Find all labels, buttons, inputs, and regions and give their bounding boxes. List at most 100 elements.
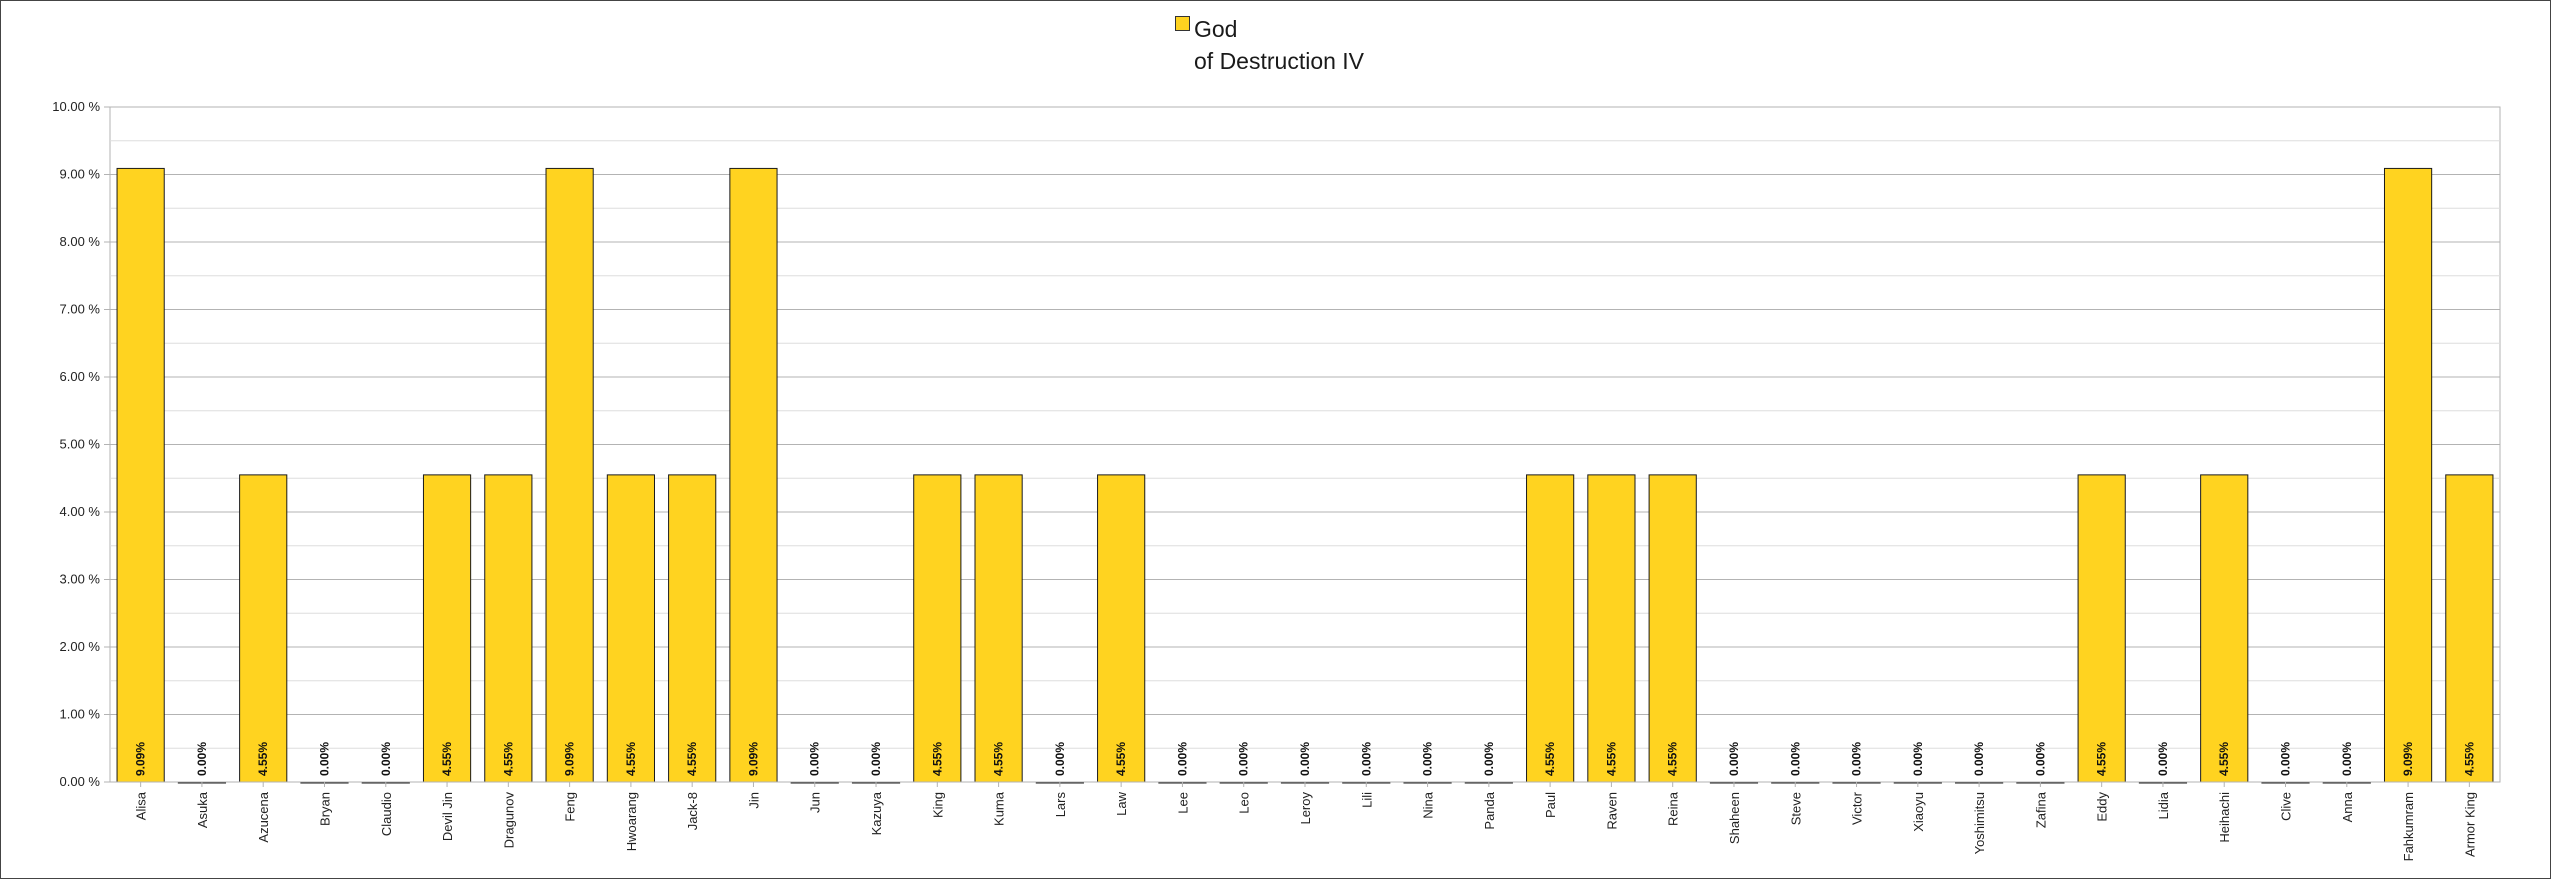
legend-swatch: [1175, 16, 1190, 31]
y-tick-label: 0.00 %: [60, 774, 101, 789]
y-tick-label: 8.00 %: [60, 234, 101, 249]
bar-devil-jin: [422, 474, 472, 783]
x-tick-label: Yoshimitsu: [1972, 792, 1987, 854]
bar-eddy: [2077, 474, 2126, 783]
x-tick-label: Leo: [1237, 792, 1252, 814]
x-tick-label: Heihachi: [2217, 792, 2232, 843]
x-tick-label: Feng: [563, 792, 578, 822]
x-tick-label: Jun: [808, 792, 823, 813]
data-label: 4.55%: [930, 742, 944, 776]
x-tick-label: Paul: [1543, 792, 1558, 818]
x-tick-label: Kuma: [992, 791, 1007, 826]
x-tick-label: Claudio: [379, 792, 394, 836]
legend-label: God of Destruction IV: [1194, 16, 1365, 74]
data-label: 0.00%: [1053, 742, 1067, 776]
x-tick-label: Raven: [1604, 792, 1619, 830]
data-label: 0.00%: [2156, 742, 2170, 776]
x-tick-label: Armor King: [2462, 792, 2477, 857]
bar-alisa: [116, 167, 165, 783]
bar-armor-king: [2445, 474, 2494, 783]
data-label: 9.09%: [134, 742, 148, 776]
x-tick-label: Anna: [2340, 791, 2355, 822]
y-tick-label: 5.00 %: [60, 437, 101, 452]
data-label: 0.00%: [2033, 742, 2047, 776]
y-tick-label: 2.00 %: [60, 639, 101, 654]
bar-heihachi: [2200, 474, 2249, 783]
x-tick-label: Alisa: [134, 791, 149, 820]
y-tick-label: 9.00 %: [60, 167, 101, 182]
data-label: 4.55%: [1666, 742, 1680, 776]
x-tick-label: Victor: [1850, 791, 1865, 825]
data-label: 9.09%: [563, 742, 577, 776]
bar-fahkumram: [2383, 167, 2433, 783]
x-tick-label: Steve: [1788, 792, 1803, 825]
x-tick-label: Reina: [1666, 791, 1681, 826]
data-label: 0.00%: [1788, 742, 1802, 776]
y-tick-label: 1.00 %: [60, 707, 101, 722]
x-tick-label: Jack-8: [685, 792, 700, 830]
bar-raven: [1587, 474, 1636, 783]
bars: [116, 167, 2494, 784]
data-label: 4.55%: [2095, 742, 2109, 776]
data-label: 0.00%: [1359, 742, 1373, 776]
x-tick-label: Law: [1114, 791, 1129, 815]
x-tick-label: Panda: [1482, 791, 1497, 829]
data-label: 0.00%: [195, 742, 209, 776]
data-label: 4.55%: [1604, 742, 1618, 776]
x-tick-label: Leroy: [1298, 792, 1313, 825]
y-axis: 0.00 % 1.00 % 2.00 % 3.00 % 4.00 % 5.00 % 6.00…: [52, 99, 100, 789]
x-tick-label: Lili: [1359, 792, 1374, 808]
x-tick-label: Nina: [1421, 791, 1436, 819]
data-label: 4.55%: [256, 742, 270, 776]
x-tick-label: Kazuya: [869, 791, 884, 835]
x-tick-label: Fahkumram: [2401, 792, 2416, 861]
bar-reina: [1648, 474, 1697, 783]
bar-law: [1097, 474, 1146, 783]
data-label: 9.09%: [746, 742, 760, 776]
x-tick-label: Asuka: [195, 791, 210, 828]
y-tick-label: 7.00 %: [60, 302, 101, 317]
data-label: 9.09%: [2401, 742, 2415, 776]
bar-jin: [729, 167, 778, 783]
x-tick-label: Zafina: [2033, 791, 2048, 828]
y-tick-label: 4.00 %: [60, 504, 101, 519]
data-label: 0.00%: [1175, 742, 1189, 776]
data-label: 0.00%: [317, 742, 331, 776]
data-labels: 9.09% 0.00% 4.55% 0.00% 0.00% 4.55% 4.55% 9.09%…: [134, 742, 2477, 776]
data-label: 0.00%: [2340, 742, 2354, 776]
x-tick-label: Bryan: [317, 792, 332, 826]
bar-azucena: [239, 474, 288, 783]
data-label: 0.00%: [1911, 742, 1925, 776]
y-tick-label: 10.00 %: [52, 99, 100, 114]
x-tick-label: Clive: [2279, 792, 2294, 821]
y-tick-label: 6.00 %: [60, 369, 101, 384]
bar-paul: [1526, 474, 1575, 783]
x-tick-label: Lee: [1175, 792, 1190, 814]
y-tick-label: 3.00 %: [60, 572, 101, 587]
data-label: 0.00%: [869, 742, 883, 776]
data-label: 0.00%: [1237, 742, 1251, 776]
data-label: 0.00%: [379, 742, 393, 776]
data-label: 4.55%: [1114, 742, 1128, 776]
data-label: 4.55%: [501, 742, 515, 776]
x-tick-label: Shaheen: [1727, 792, 1742, 844]
x-tick-label: Dragunov: [501, 792, 516, 849]
data-label: 4.55%: [2462, 742, 2476, 776]
bar-feng: [545, 167, 594, 783]
data-label: 0.00%: [808, 742, 822, 776]
bar-king: [913, 474, 962, 783]
x-tick-label: Hwoarang: [624, 792, 639, 851]
bar-kuma: [974, 474, 1023, 783]
x-tick-label: King: [930, 792, 945, 818]
x-tick-label: Jin: [746, 792, 761, 809]
x-tick-label: Azucena: [256, 791, 271, 842]
data-label: 4.55%: [992, 742, 1006, 776]
x-tick-label: Devil Jin: [440, 792, 455, 841]
data-label: 0.00%: [1298, 742, 1312, 776]
data-label: 0.00%: [1421, 742, 1435, 776]
bar-hwoarang: [606, 474, 655, 783]
x-tick-label: Eddy: [2095, 792, 2110, 822]
data-label: 0.00%: [1482, 742, 1496, 776]
x-tick-label: Xiaoyu: [1911, 792, 1926, 832]
